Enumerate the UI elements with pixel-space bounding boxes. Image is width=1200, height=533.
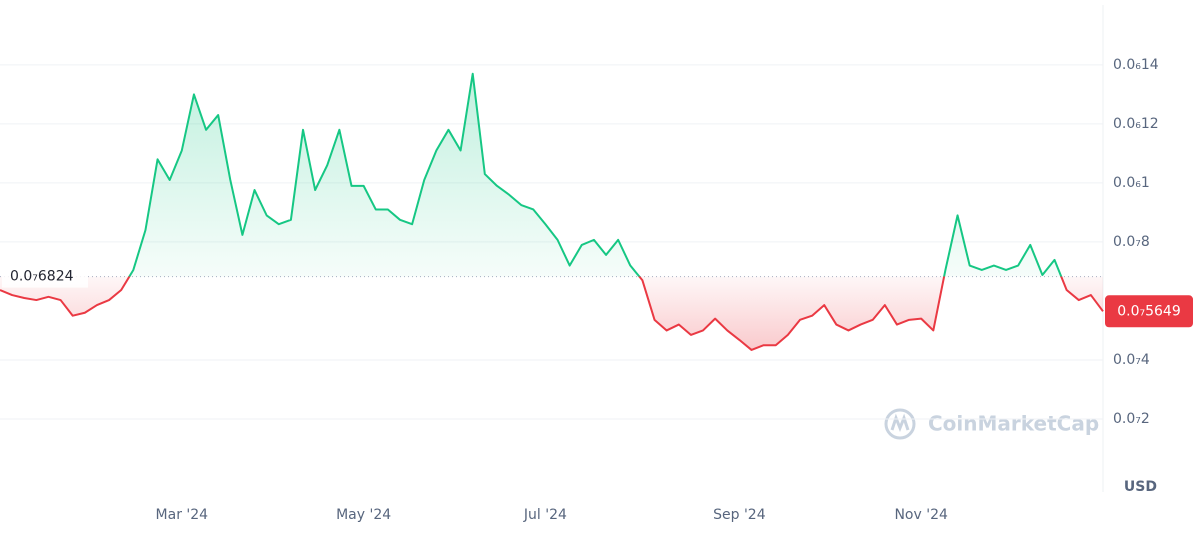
baseline-label: 0.0₇6824	[10, 269, 74, 285]
x-tick-label: May '24	[336, 507, 391, 523]
price-tag	[1105, 295, 1193, 328]
y-tick-label: 0.0₇8	[1113, 234, 1150, 250]
baseline-tag	[2, 265, 88, 288]
price-line	[0, 72, 1104, 351]
area-fill	[0, 73, 1103, 350]
watermark-text: CoinMarketCap	[928, 412, 1099, 436]
watermark: CoinMarketCap	[884, 408, 1099, 440]
y-tick-label: 0.0₇4	[1113, 352, 1150, 368]
x-tick-label: Jul '24	[523, 507, 567, 523]
x-tick-label: Sep '24	[713, 507, 766, 523]
y-tick-label: 0.0₆12	[1113, 116, 1159, 132]
y-unit: USD	[1124, 479, 1157, 495]
price-tag-label: 0.0₇5649	[1117, 303, 1181, 319]
x-tick-label: Mar '24	[156, 507, 209, 523]
y-tick-label: 0.0₇2	[1113, 411, 1150, 427]
x-tick-label: Nov '24	[894, 507, 948, 523]
y-tick-label: 0.0₆14	[1113, 57, 1159, 73]
y-tick-label: 0.0₆1	[1113, 175, 1150, 191]
